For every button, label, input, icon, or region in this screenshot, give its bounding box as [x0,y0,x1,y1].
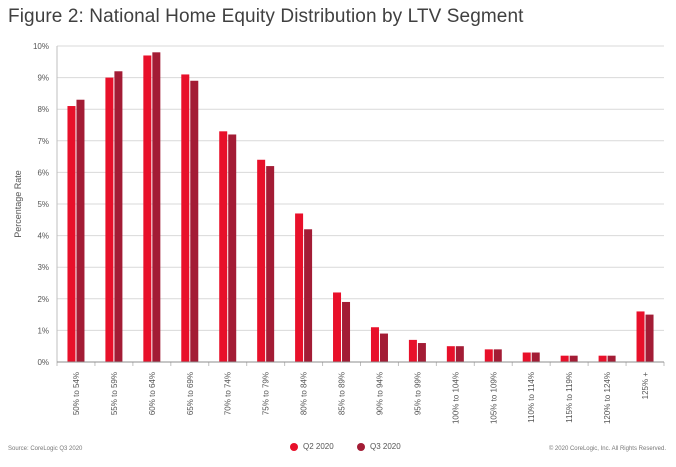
bar-q2 [67,106,76,362]
bar-q2 [560,355,569,362]
y-tick-label: 8% [37,105,49,114]
bar-q3 [342,301,351,362]
legend-label-q2: Q2 2020 [303,442,334,451]
bar-q2 [484,349,493,362]
bar-q3 [304,229,313,362]
x-tick-label: 50% to 54% [72,372,81,415]
y-tick-label: 10% [33,42,49,51]
bar-q2 [408,339,417,362]
bar-q3 [531,352,540,362]
y-axis: 0% 1% 2% 3% 4% 5% 6% 7% 8% 9% 10% [33,42,58,367]
bar-q2 [522,352,531,362]
x-tick-label: 80% to 84% [300,372,309,415]
bar-q2 [636,311,645,362]
x-tick-label: 60% to 64% [148,372,157,415]
x-tick-label: 105% to 109% [489,372,498,424]
bar-q3 [114,71,123,362]
bar-q2 [105,77,114,362]
bar-q2 [181,74,190,362]
x-axis: 50% to 54% 55% to 59% 60% to 64% 65% to 69%… [56,361,665,424]
x-tick-label: 55% to 59% [110,372,119,415]
bar-q3 [645,314,654,362]
bar-q2 [143,55,152,362]
legend: Q2 2020 Q3 2020 [0,442,676,454]
x-tick-label: 70% to 74% [224,372,233,415]
bar-q3 [190,80,199,362]
bar-q3 [607,355,616,362]
source-note: Source: CoreLogic Q3 2020 [8,446,83,452]
x-tick-label: 65% to 69% [186,372,195,415]
bar-q2 [333,292,342,362]
bar-q2 [370,327,379,362]
x-tick-label: 85% to 89% [338,372,347,415]
bar-q3 [569,355,578,362]
bar-q2 [257,159,266,362]
x-tick-label: 110% to 114% [527,372,536,423]
bar-chart: 0% 1% 2% 3% 4% 5% 6% 7% 8% 9% 10% 50% to 54% 55% to… [13,42,665,424]
bar-q3 [379,333,388,362]
copyright-note: © 2020 CoreLogic, Inc. All Rights Reserv… [548,446,666,452]
y-tick-label: 4% [37,232,49,241]
bar-q3 [76,99,85,362]
legend-item-q3: Q3 2020 [357,442,401,451]
legend-item-q2: Q2 2020 [290,442,334,451]
y-tick-label: 1% [37,326,49,335]
y-tick-label: 2% [37,295,49,304]
bar-q3 [455,346,464,362]
bar-q2 [598,355,607,362]
bar-q3 [417,343,426,362]
x-tick-label: 125% + [641,372,650,400]
y-tick-label: 7% [37,137,49,146]
x-tick-label: 120% to 124% [603,372,612,424]
bar-q3 [266,166,275,362]
legend-label-q3: Q3 2020 [370,442,401,451]
bar-q3 [493,349,502,362]
bar-q2 [219,131,228,362]
x-tick-label: 75% to 79% [262,372,271,415]
legend-swatch-q3 [357,442,365,451]
bar-q3 [152,52,161,362]
bar-q3 [228,134,237,362]
y-tick-label: 9% [37,74,49,83]
bar-q2 [295,213,304,362]
y-tick-label: 6% [37,168,49,177]
x-tick-label: 95% to 99% [413,372,422,415]
x-tick-label: 115% to 119% [565,372,574,423]
x-tick-label: 100% to 104% [451,372,460,424]
y-tick-label: 5% [37,200,49,209]
bar-q2 [446,346,455,362]
x-tick-label: 90% to 94% [375,372,384,415]
y-axis-label: Percentage Rate [13,170,23,238]
y-tick-label: 3% [37,263,49,272]
chart-title: Figure 2: National Home Equity Distribut… [8,6,524,27]
bars [67,52,654,362]
legend-swatch-q2 [290,442,298,451]
y-tick-label: 0% [37,358,49,367]
